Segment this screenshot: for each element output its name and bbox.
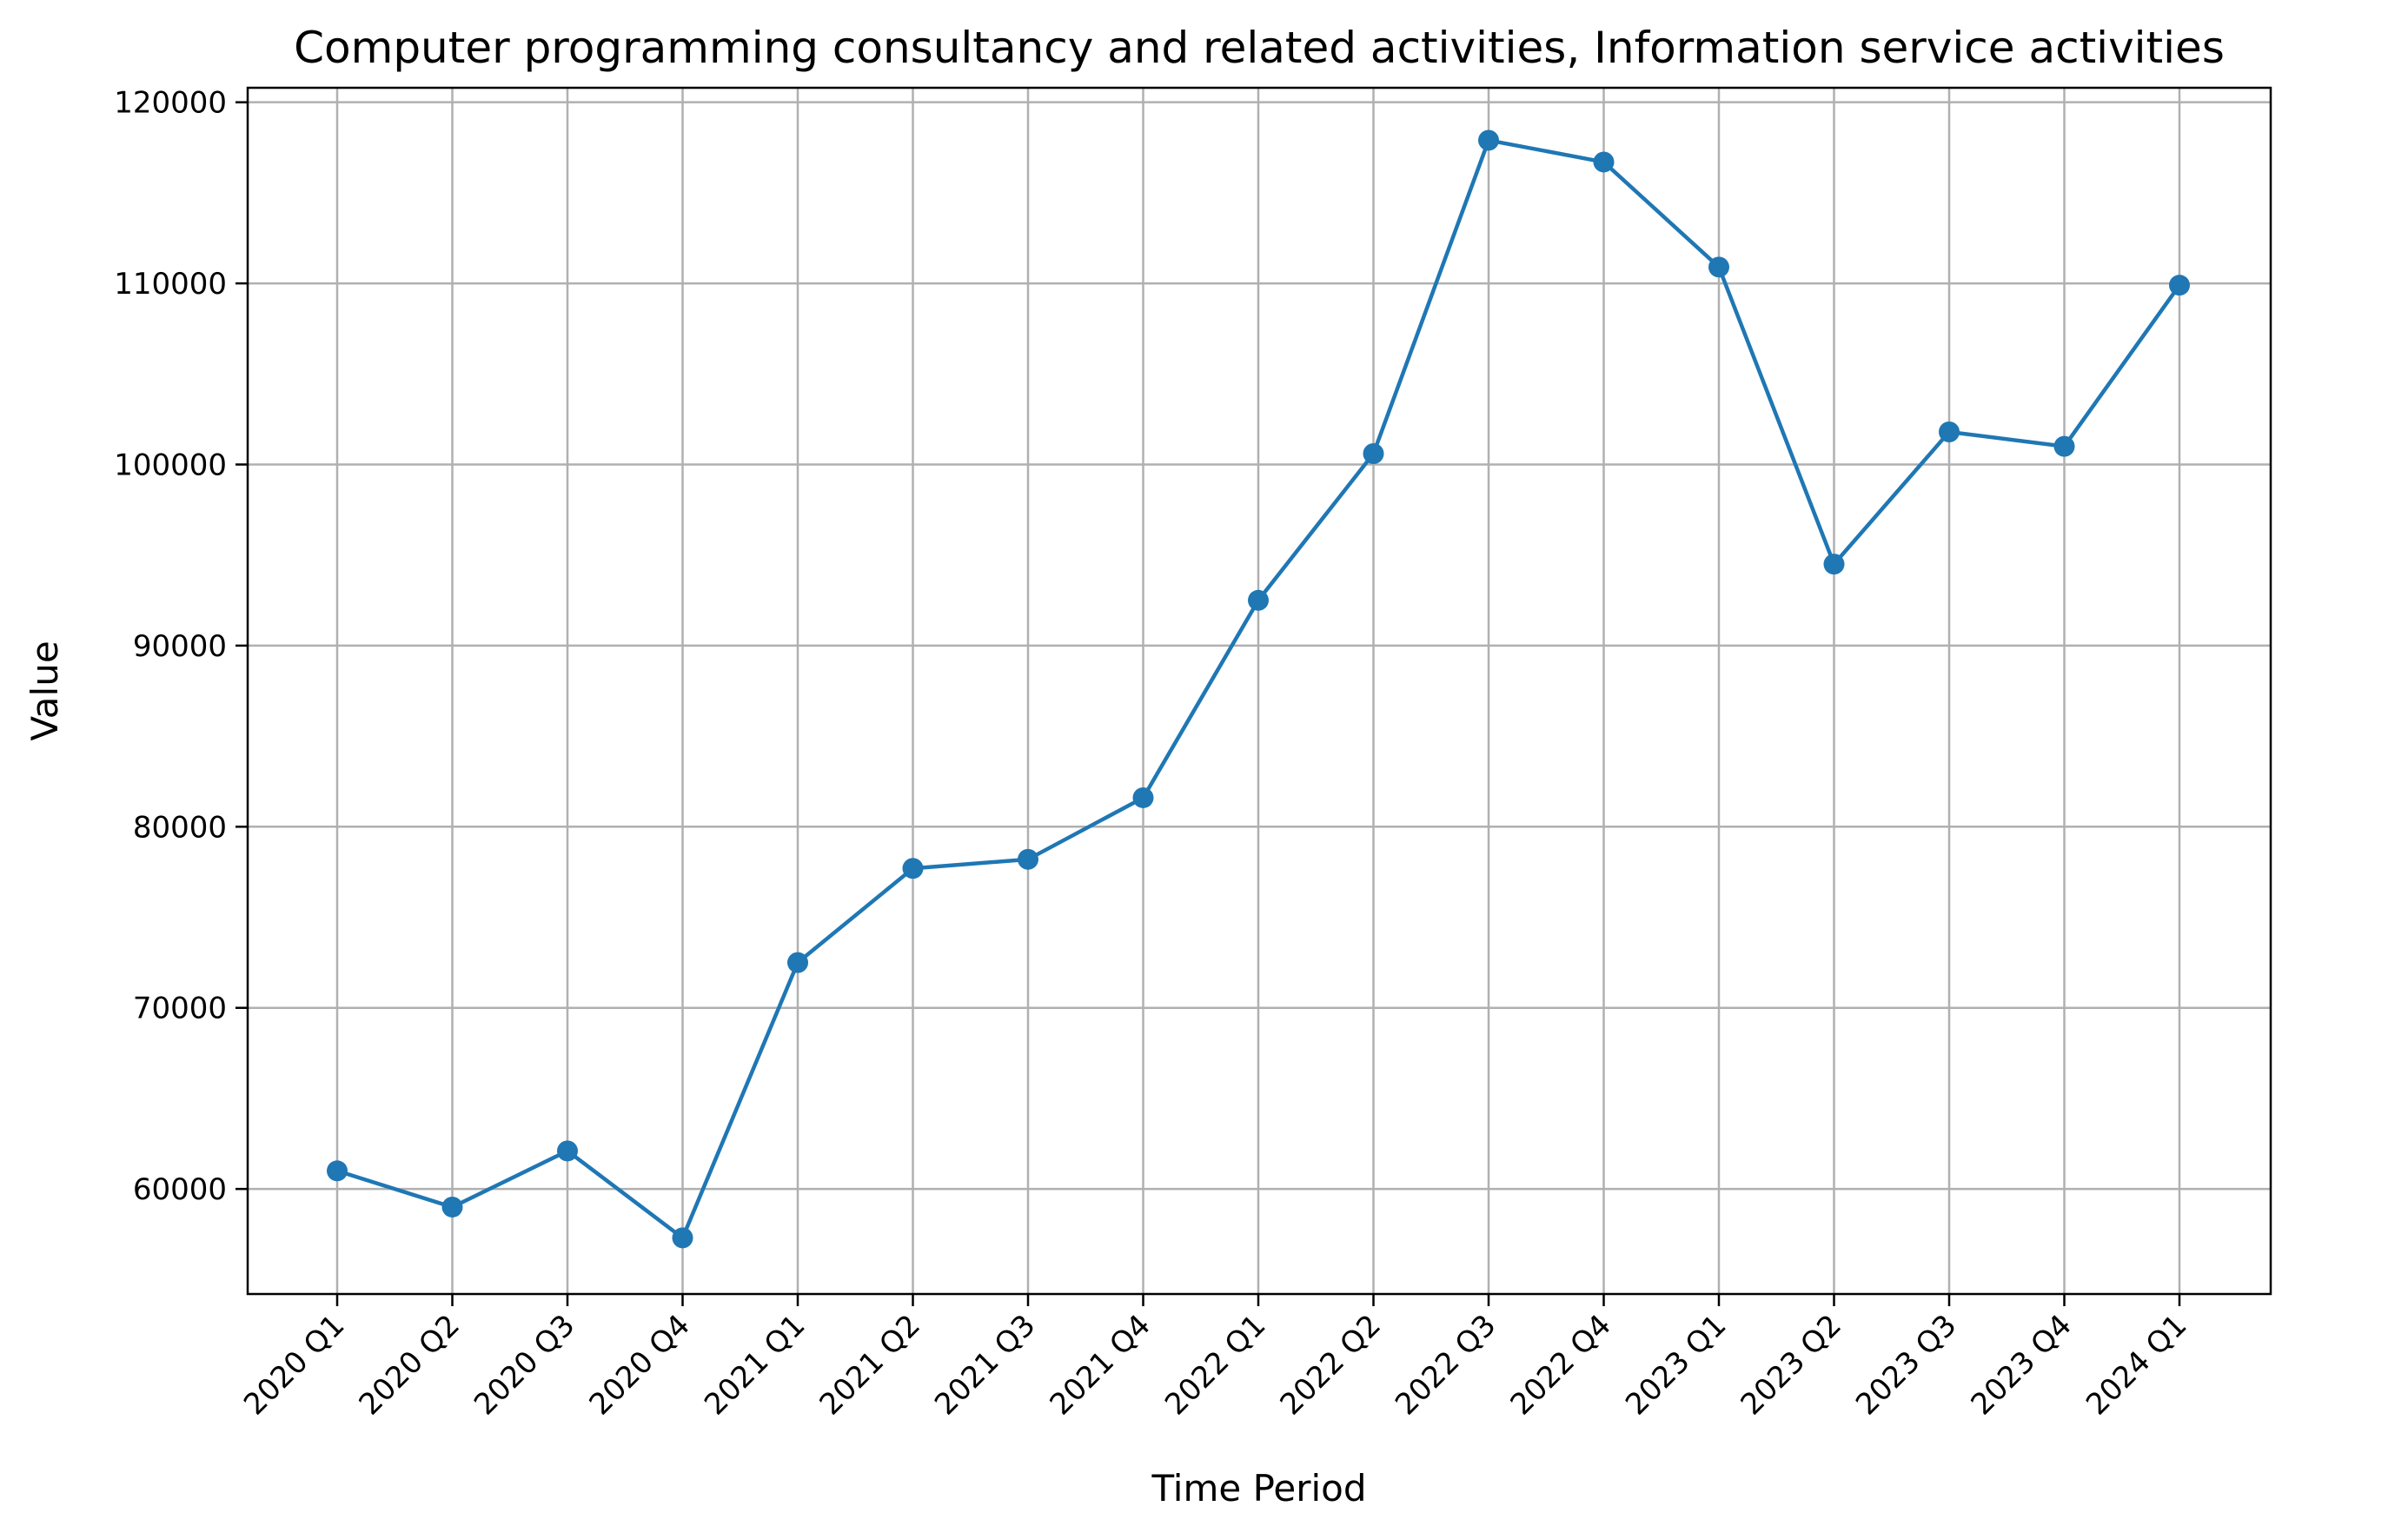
data-point [1708, 256, 1729, 278]
series-layer [327, 129, 2190, 1249]
x-axis-label: Time Period [1151, 1467, 1366, 1510]
x-tick-label: 2020 Q2 [353, 1308, 467, 1422]
x-tick-label: 2020 Q3 [468, 1308, 581, 1422]
x-tick-label: 2020 Q4 [583, 1308, 697, 1422]
data-point [441, 1196, 463, 1218]
x-tick-label: 2022 Q2 [1274, 1308, 1388, 1422]
x-tick-label: 2021 Q1 [698, 1308, 812, 1422]
y-tick-label: 80000 [133, 810, 227, 845]
data-point [2169, 275, 2190, 296]
data-point [902, 858, 924, 879]
x-tick-label: 2021 Q3 [928, 1308, 1042, 1422]
grid-layer [248, 88, 2271, 1294]
data-point [1478, 129, 1499, 151]
data-point [1248, 589, 1269, 611]
data-point [1939, 421, 1960, 442]
data-point [672, 1227, 693, 1249]
data-point [2053, 435, 2075, 457]
data-point [557, 1140, 578, 1162]
data-point [1018, 848, 1038, 870]
x-tick-label: 2023 Q3 [1849, 1308, 1963, 1422]
axis-layer: 2020 Q1 2020 Q2 2020 Q3 2020 Q4 2021 Q1 2021 … [114, 86, 2193, 1423]
data-point [787, 952, 808, 973]
data-point [1363, 442, 1384, 464]
x-tick-label: 2022 Q3 [1389, 1308, 1503, 1422]
x-tick-label: 2023 Q4 [1965, 1308, 2079, 1422]
y-tick-label: 110000 [114, 267, 227, 302]
y-tick-label: 100000 [114, 448, 227, 482]
x-tick-label: 2020 Q1 [237, 1308, 351, 1422]
x-tick-label: 2021 Q4 [1044, 1308, 1158, 1422]
x-tick-label: 2021 Q2 [813, 1308, 927, 1422]
chart-title: Computer programming consultancy and rel… [294, 23, 2225, 73]
y-tick-label: 60000 [133, 1172, 227, 1207]
data-point [1593, 151, 1615, 173]
data-point [1132, 786, 1154, 808]
x-tick-label: 2022 Q4 [1504, 1308, 1618, 1422]
x-tick-label: 2024 Q1 [2080, 1308, 2193, 1422]
x-tick-label: 2022 Q1 [1158, 1308, 1272, 1422]
x-tick-label: 2023 Q2 [1735, 1308, 1848, 1422]
y-tick-label: 70000 [133, 992, 227, 1026]
x-tick-label: 2023 Q1 [1619, 1308, 1733, 1422]
data-point [327, 1160, 348, 1182]
data-point [1823, 554, 1845, 575]
y-tick-label: 120000 [114, 86, 227, 121]
y-axis-label: Value [23, 640, 66, 740]
y-tick-label: 90000 [133, 629, 227, 664]
